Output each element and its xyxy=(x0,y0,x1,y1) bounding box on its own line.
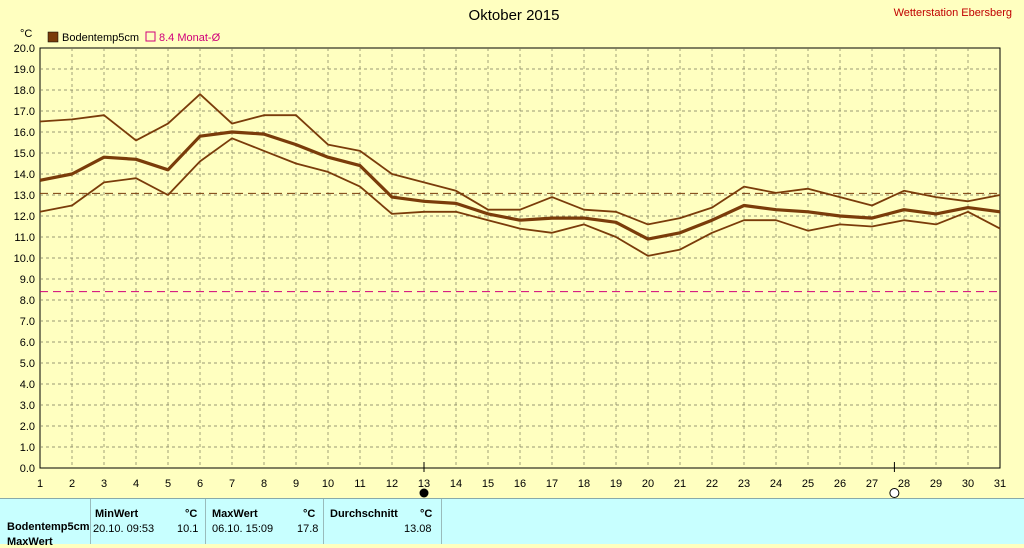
y-tick-label: 11.0 xyxy=(14,232,35,244)
x-tick-label: 21 xyxy=(674,478,686,490)
row-label-maxwert: MaxWert xyxy=(7,536,53,548)
header-max-unit: °C xyxy=(303,508,316,520)
y-tick-label: 4.0 xyxy=(20,379,35,391)
x-tick-label: 6 xyxy=(197,478,203,490)
x-tick-label: 4 xyxy=(133,478,139,490)
column-divider xyxy=(205,499,206,544)
legend-label-monthly-avg: 8.4 Monat-Ø xyxy=(159,32,221,44)
x-tick-label: 5 xyxy=(165,478,171,490)
y-tick-label: 10.0 xyxy=(14,253,35,265)
min-time: 20.10. 09:53 xyxy=(93,523,155,535)
y-tick-label: 9.0 xyxy=(20,274,35,286)
x-tick-label: 27 xyxy=(866,478,878,490)
header-minwert: MinWert xyxy=(95,508,139,520)
y-tick-label: 6.0 xyxy=(20,337,35,349)
y-tick-label: 12.0 xyxy=(14,211,35,223)
max-time: 06.10. 15:09 xyxy=(212,523,274,535)
header-durchschnitt: Durchschnitt xyxy=(330,508,398,520)
x-tick-label: 9 xyxy=(293,478,299,490)
x-tick-label: 23 xyxy=(738,478,750,490)
x-tick-label: 12 xyxy=(386,478,398,490)
header-avg-unit: °C xyxy=(420,508,433,520)
y-tick-label: 19.0 xyxy=(14,64,35,76)
full-moon-icon xyxy=(889,488,900,498)
y-axis-unit: °C xyxy=(20,28,32,40)
y-tick-label: 14.0 xyxy=(14,169,35,181)
x-tick-label: 13 xyxy=(418,478,430,490)
x-tick-label: 16 xyxy=(514,478,526,490)
x-tick-label: 28 xyxy=(898,478,910,490)
header-maxwert: MaxWert xyxy=(212,508,258,520)
x-tick-label: 8 xyxy=(261,478,267,490)
moon-phase-markers xyxy=(419,462,900,498)
y-tick-labels: 0.0 1.0 2.0 3.0 4.0 5.0 6.0 7.0 8.0 9.0 10.0 11.0 12… xyxy=(14,43,35,475)
grid-lines xyxy=(40,48,1000,468)
y-tick-label: 8.0 xyxy=(20,295,35,307)
y-tick-label: 15.0 xyxy=(14,148,35,160)
x-tick-label: 14 xyxy=(450,478,462,490)
x-tick-label: 17 xyxy=(546,478,558,490)
reference-lines xyxy=(40,192,1000,293)
x-tick-label: 3 xyxy=(101,478,107,490)
avg-value: 13.08 xyxy=(404,523,432,535)
legend: Bodentemp5cm 8.4 Monat-Ø xyxy=(47,31,221,44)
x-tick-label: 10 xyxy=(322,478,334,490)
x-tick-label: 24 xyxy=(770,478,782,490)
statistics-panel: MinWert °C MaxWert °C Durchschnitt °C Bo… xyxy=(0,498,1024,548)
x-tick-label: 19 xyxy=(610,478,622,490)
header-min-unit: °C xyxy=(185,508,198,520)
series-line-min xyxy=(39,137,1001,257)
x-tick-label: 2 xyxy=(69,478,75,490)
y-tick-label: 18.0 xyxy=(14,85,35,97)
x-tick-label: 25 xyxy=(802,478,814,490)
y-tick-label: 2.0 xyxy=(20,421,35,433)
x-tick-labels: 1 2 3 4 5 6 7 8 9 10 11 12 13 14 15 16 17 18 19 20 21 22 23 24 2… xyxy=(37,478,1006,490)
x-tick-label: 26 xyxy=(834,478,846,490)
x-tick-label: 7 xyxy=(229,478,235,490)
x-tick-label: 31 xyxy=(994,478,1006,490)
x-tick-label: 22 xyxy=(706,478,718,490)
new-moon-icon xyxy=(419,488,429,498)
x-tick-label: 20 xyxy=(642,478,654,490)
series-line-max xyxy=(39,93,1001,226)
y-tick-label: 1.0 xyxy=(20,442,35,454)
legend-swatch-soil-temp xyxy=(47,31,59,43)
y-tick-label: 13.0 xyxy=(14,190,35,202)
row-label-soil-temp: Bodentemp5cm xyxy=(7,521,90,533)
series-line-mean xyxy=(39,130,1001,241)
y-tick-label: 5.0 xyxy=(20,358,35,370)
legend-label-soil-temp: Bodentemp5cm xyxy=(62,32,139,44)
y-tick-label: 0.0 xyxy=(20,463,35,475)
temperature-chart: 0.01.02.03.04.05.06.07.08.09.010.011.012… xyxy=(14,7,1012,498)
max-value: 17.8 xyxy=(297,523,319,535)
legend-swatch-monthly-avg xyxy=(145,31,156,42)
y-tick-label: 20.0 xyxy=(14,43,35,55)
column-divider xyxy=(441,499,442,544)
min-value: 10.1 xyxy=(177,523,199,535)
series-lines xyxy=(39,93,1001,257)
x-tick-label: 15 xyxy=(482,478,494,490)
x-tick-label: 1 xyxy=(37,478,43,490)
column-divider xyxy=(90,499,91,544)
column-divider xyxy=(323,499,324,544)
chart-title: Oktober 2015 xyxy=(469,7,560,24)
station-name: Wetterstation Ebersberg xyxy=(894,7,1012,19)
y-tick-label: 16.0 xyxy=(14,127,35,139)
x-tick-label: 29 xyxy=(930,478,942,490)
x-tick-label: 30 xyxy=(962,478,974,490)
y-tick-label: 3.0 xyxy=(20,400,35,412)
x-tick-label: 11 xyxy=(354,478,365,490)
y-tick-label: 17.0 xyxy=(14,106,35,118)
x-tick-label: 18 xyxy=(578,478,590,490)
y-tick-label: 7.0 xyxy=(20,316,35,328)
